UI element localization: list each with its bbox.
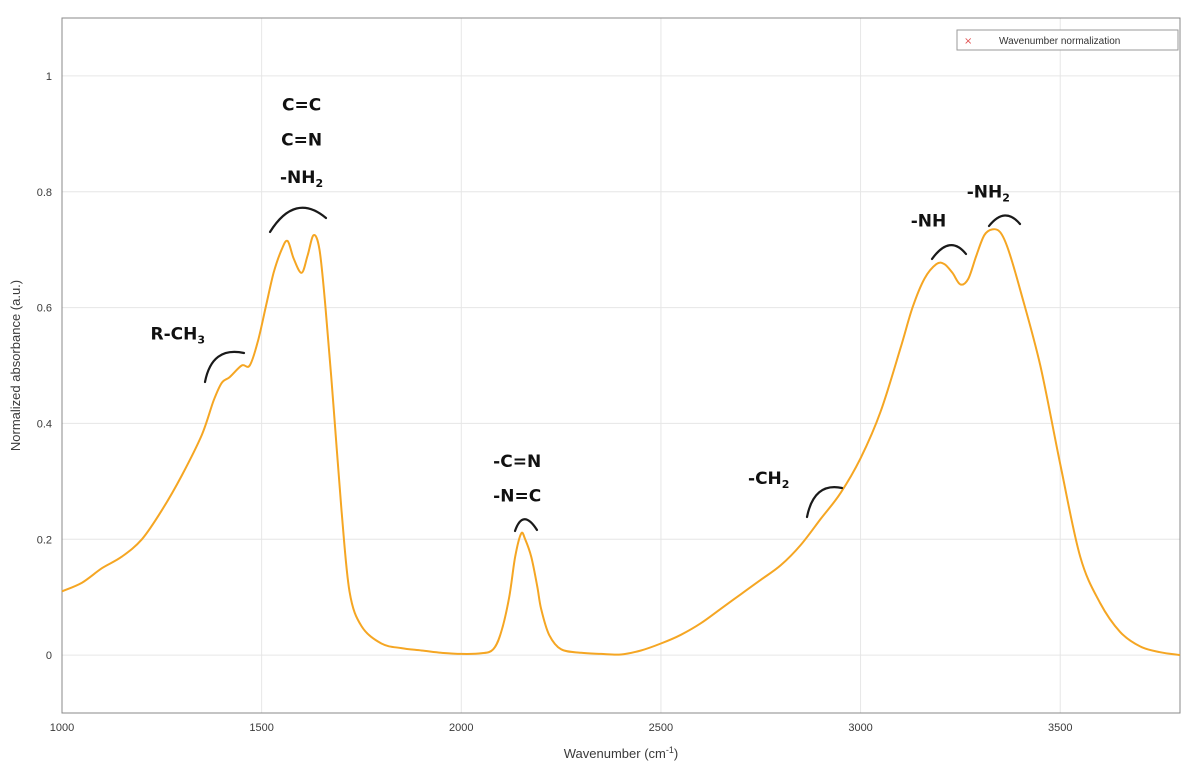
peak-label: -C=N bbox=[493, 452, 541, 472]
peak-brackets bbox=[203, 206, 1022, 533]
y-tick-label: 0 bbox=[46, 650, 52, 662]
x-tick-label: 1000 bbox=[50, 722, 74, 734]
peak-label: -N=C bbox=[493, 487, 541, 507]
peak-label: -NH2 bbox=[280, 168, 323, 190]
peak-label-text: C=C bbox=[282, 96, 321, 116]
peak-bracket bbox=[203, 350, 246, 384]
x-tick-label: 3000 bbox=[848, 722, 872, 734]
peak-label-text: R-CH bbox=[151, 324, 198, 344]
x-axis-label: Wavenumber (cm-1) bbox=[564, 745, 678, 761]
peak-label-subscript: 3 bbox=[197, 333, 205, 346]
peak-bracket bbox=[987, 214, 1022, 228]
x-tick-label: 3500 bbox=[1048, 722, 1072, 734]
peak-label: R-CH3 bbox=[151, 324, 206, 346]
peak-label-text: -NH bbox=[280, 168, 316, 188]
peak-label-text: -C=N bbox=[493, 452, 541, 472]
legend: × Wavenumber normalization bbox=[956, 29, 1179, 51]
peak-bracket bbox=[513, 518, 539, 533]
x-tick-label: 2000 bbox=[449, 722, 473, 734]
x-axis-label-sup: -1 bbox=[666, 745, 674, 755]
y-tick-label: 0.4 bbox=[37, 418, 52, 430]
peak-label-text: -NH bbox=[967, 183, 1003, 203]
peak-bracket bbox=[930, 244, 968, 261]
x-tick-label: 1500 bbox=[249, 722, 273, 734]
peak-label-text: -NH bbox=[911, 212, 947, 232]
y-tick-label: 0.2 bbox=[37, 534, 52, 546]
peak-label-text: C=N bbox=[281, 130, 322, 150]
grid bbox=[61, 18, 1180, 713]
series-layer bbox=[61, 228, 1181, 657]
peak-label-text: -CH bbox=[748, 469, 782, 489]
peak-bracket bbox=[805, 486, 844, 519]
peak-label: -CH2 bbox=[748, 469, 789, 491]
y-tick-label: 1 bbox=[46, 71, 52, 83]
y-tick-label: 0.8 bbox=[37, 187, 52, 199]
legend-label: Wavenumber normalization bbox=[999, 36, 1120, 47]
legend-marker: × bbox=[964, 36, 972, 47]
peak-label-subscript: 2 bbox=[1002, 192, 1010, 205]
peak-label: -NH bbox=[911, 212, 947, 232]
series-line bbox=[61, 228, 1181, 657]
peak-label-subscript: 2 bbox=[782, 478, 790, 491]
peak-label: -NH2 bbox=[967, 183, 1010, 205]
peak-bracket bbox=[268, 206, 328, 234]
peak-label-text: -N=C bbox=[493, 487, 541, 507]
y-axis-label: Normalized absorbance (a.u.) bbox=[8, 280, 23, 451]
x-axis-label-close: ) bbox=[674, 746, 678, 761]
peak-label: C=C bbox=[282, 96, 321, 116]
x-axis-label-main: Wavenumber (cm bbox=[564, 746, 666, 761]
legend-box bbox=[956, 29, 1179, 51]
y-tick-label: 0.6 bbox=[37, 303, 52, 315]
x-tick-label: 2500 bbox=[649, 722, 673, 734]
peak-label-subscript: 2 bbox=[316, 177, 324, 190]
plot-frame bbox=[61, 17, 1181, 714]
x-ticks: 1000 1500 2000 2500 3000 3500 bbox=[50, 722, 1073, 734]
peak-label: C=N bbox=[281, 130, 322, 150]
y-ticks: 0 0.2 0.4 0.6 0.8 1 bbox=[37, 71, 52, 662]
